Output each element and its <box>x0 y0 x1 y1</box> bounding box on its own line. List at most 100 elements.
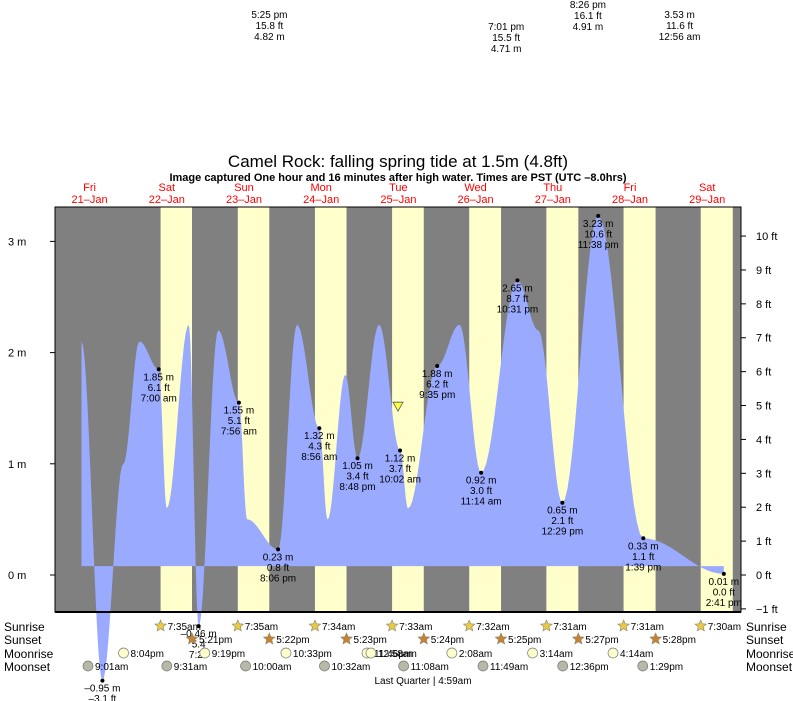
tide-point <box>355 456 360 461</box>
sunset-time: 5:27pm <box>585 635 618 646</box>
left-tick-label: 3 m <box>8 236 26 248</box>
right-tick-label: 4 ft <box>756 434 771 446</box>
day-name: Sat <box>159 182 176 194</box>
tide-label: 1.85 m <box>143 372 174 383</box>
tide-label: 6.1 ft <box>148 383 170 394</box>
moon-circle-icon <box>446 647 458 659</box>
sun-moon-rows: Sunrise Sunrise 7:35am 7:35am 7:34am 7:33am 7:… <box>4 619 793 674</box>
moon-circle-icon <box>199 647 211 659</box>
row-label-left: Sunrise <box>4 620 45 634</box>
tide-label: 8:56 am <box>301 452 337 463</box>
moonrise-time: 12:58am <box>378 649 417 660</box>
moonset-time: 1:29pm <box>650 662 683 673</box>
right-tick-label: 1 ft <box>756 536 771 548</box>
tide-area <box>81 215 724 681</box>
tide-label: 7:56 am <box>221 427 257 438</box>
tide-label-offchart: 4.91 m <box>573 22 604 33</box>
moon-circle-icon <box>527 647 538 659</box>
right-tick-label: 10 ft <box>756 231 777 243</box>
day-date: 27–Jan <box>535 194 571 206</box>
tide-label-offchart: 16.1 ft <box>574 11 602 22</box>
tide-label: 7:25 <box>189 650 209 661</box>
sun-star-icon <box>231 619 245 632</box>
tide-label: 2.65 m <box>502 283 533 294</box>
sunrise-time: 7:33am <box>399 622 432 633</box>
sunrise-time: 7:31am <box>553 622 586 633</box>
tide-label: –0.95 m <box>84 684 120 695</box>
tide-label: 5.1 ft <box>228 416 250 427</box>
tide-label: 10:02 am <box>379 474 421 485</box>
axes: 3 m 2 m 1 m 0 m 10 ft 9 ft 8 ft 7 ft 6 ft 5 ft 4 f… <box>8 206 778 616</box>
tide-point <box>435 363 440 368</box>
tide-point <box>317 426 322 431</box>
tide-point <box>236 400 241 405</box>
left-tick-label: 1 m <box>8 459 26 471</box>
tide-label: 0.33 m <box>628 541 659 552</box>
day-name: Sat <box>699 182 716 194</box>
sunset-time: 5:25pm <box>508 635 541 646</box>
tide-label: 10:31 pm <box>497 304 539 315</box>
tide-label: 1.55 m <box>224 406 255 417</box>
moon-circle-icon <box>319 660 330 672</box>
daylight-band <box>700 207 733 612</box>
tide-label-offchart: 15.5 ft <box>492 33 520 44</box>
tide-label-offchart: 15.8 ft <box>256 21 284 32</box>
tide-label: 6.2 ft <box>426 379 448 390</box>
sunrise-time: 7:35am <box>168 622 201 633</box>
tide-label: 9:35 pm <box>419 390 455 401</box>
right-tick-label: 5 ft <box>756 401 771 413</box>
tide-label: 1.32 m <box>304 431 335 442</box>
moonset-time: 11:08am <box>411 662 449 673</box>
tide-point <box>560 500 565 505</box>
tide-point <box>276 547 281 552</box>
right-tick-label: 8 ft <box>756 299 771 311</box>
tide-label: 1.1 ft <box>632 552 654 563</box>
tide-label-offchart: 12:56 am <box>659 32 701 43</box>
tide-label: 0.92 m <box>466 476 497 487</box>
tide-point <box>479 470 484 475</box>
moon-circle-icon <box>557 660 569 672</box>
tide-label: 3.7 ft <box>389 464 411 475</box>
chart-title: Camel Rock: falling spring tide at 1.5m … <box>228 152 568 171</box>
tide-label: 0.65 m <box>547 506 578 517</box>
tide-label: 4.3 ft <box>308 442 330 453</box>
tide-label: 3.0 ft <box>470 486 492 497</box>
right-tick-label: 3 ft <box>756 468 771 480</box>
day-date: 28–Jan <box>612 194 648 206</box>
moon-circle-icon <box>477 660 489 672</box>
sunset-time: 5:24pm <box>431 635 464 646</box>
tide-label-offchart: 7:01 pm <box>488 22 524 33</box>
sun-star-icon <box>462 619 476 632</box>
day-name: Mon <box>310 182 331 194</box>
tide-label-offchart: 8:26 pm <box>570 0 606 11</box>
sun-star-icon <box>154 619 168 632</box>
moon-circle-icon <box>398 660 409 672</box>
tide-labels: –0.95 m–3.1 ft 1.85 m6.1 ft7:00 am –0.46 m… <box>84 0 742 701</box>
tide-label: 11:14 am <box>461 497 502 508</box>
day-name: Fri <box>83 182 96 194</box>
sun-star-icon <box>539 619 553 632</box>
day-date: 29–Jan <box>689 194 725 206</box>
row-label-left: Sunset <box>4 633 42 647</box>
sun-star-icon <box>185 632 199 645</box>
moon-phase: Last Quarter | 4:59am <box>374 676 471 687</box>
moon-circle-icon <box>82 660 94 672</box>
tide-point <box>156 367 161 372</box>
moon-circle-icon <box>240 660 251 672</box>
tide-label: 1:39 pm <box>625 562 661 573</box>
tide-label-offchart: 5:25 pm <box>251 10 287 21</box>
moon-circle-icon <box>161 660 173 672</box>
moonrise-time: 3:14am <box>540 649 573 660</box>
day-labels: Fri21–JanSat22–JanSun23–JanMon24–JanTue2… <box>72 182 726 206</box>
sun-star-icon <box>340 632 353 645</box>
day-name: Sun <box>234 182 254 194</box>
day-name: Fri <box>624 182 637 194</box>
tide-label-offchart: 11.6 ft <box>666 21 693 32</box>
moonset-time: 10:32am <box>331 662 370 673</box>
left-tick-label: 0 m <box>8 570 26 582</box>
sun-star-icon <box>308 619 322 632</box>
sun-star-icon <box>649 632 663 645</box>
tide-label: 12:29 pm <box>542 527 584 538</box>
tide-point <box>398 448 403 453</box>
tide-label: 7:00 am <box>141 393 177 404</box>
